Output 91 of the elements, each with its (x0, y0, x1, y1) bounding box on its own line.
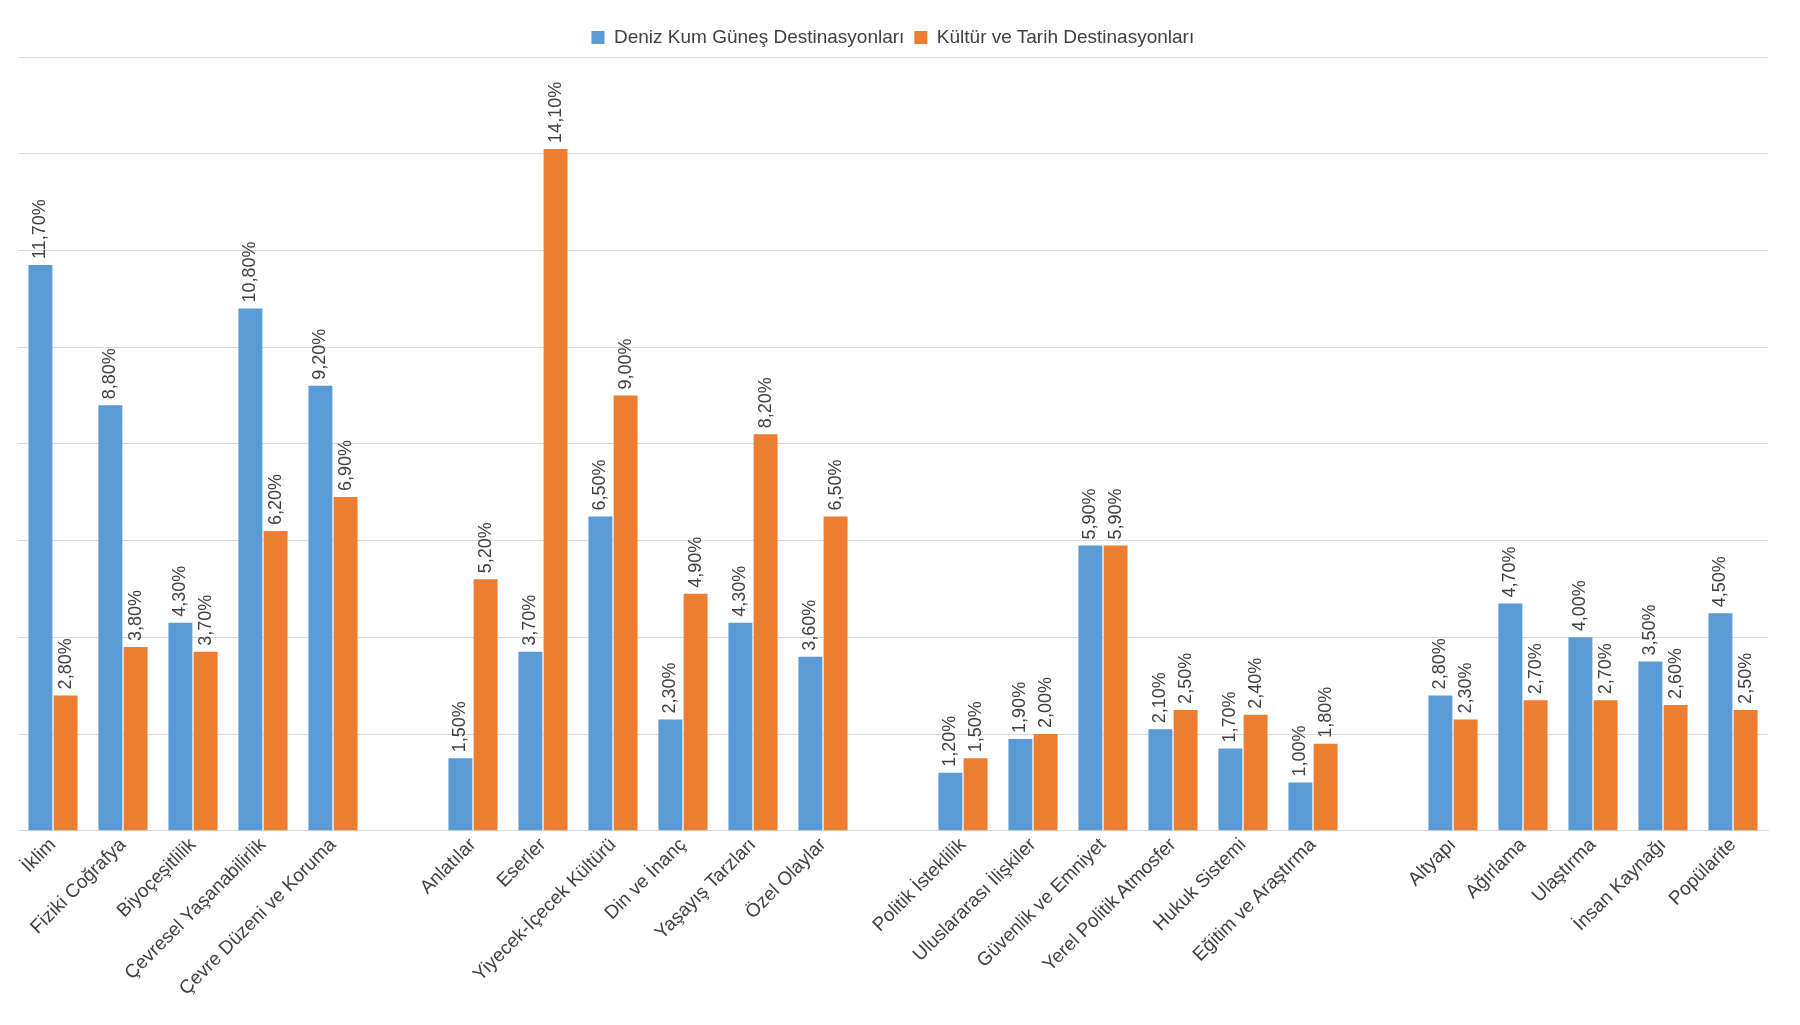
bar (1008, 738, 1033, 831)
bar (263, 530, 288, 831)
bar (938, 772, 963, 831)
bar (753, 434, 778, 831)
bar (1428, 695, 1453, 831)
data-label: 2,10% (1149, 672, 1170, 724)
bar (658, 719, 683, 831)
data-label: 2,70% (1524, 643, 1545, 695)
bar (1663, 705, 1688, 831)
bar (518, 651, 543, 831)
data-label: 3,80% (124, 589, 145, 642)
data-label: 1,50% (449, 701, 470, 753)
bar (588, 516, 613, 831)
data-label: 1,80% (1314, 686, 1335, 738)
data-label: 2,80% (54, 638, 75, 690)
bar (1148, 729, 1173, 831)
data-label: 1,50% (964, 701, 985, 753)
data-label: 4,50% (1709, 556, 1730, 608)
bar (308, 385, 333, 831)
data-label: 2,70% (1594, 643, 1615, 695)
bar (1103, 545, 1128, 831)
data-label: 1,90% (1009, 681, 1030, 733)
bar (798, 656, 823, 831)
bar (98, 405, 123, 831)
data-label: 1,00% (1289, 725, 1310, 777)
bar (1593, 700, 1618, 831)
bar (448, 758, 473, 831)
data-label: 2,60% (1664, 648, 1685, 700)
data-label: 2,00% (1034, 677, 1055, 729)
data-label: 4,00% (1569, 580, 1590, 632)
bar (1288, 782, 1313, 831)
bar (1218, 748, 1243, 831)
bar (1568, 637, 1593, 831)
bar (333, 497, 358, 831)
data-label: 4,90% (684, 536, 705, 588)
data-label: 2,50% (1734, 652, 1755, 704)
bar (543, 148, 568, 831)
bar (1033, 734, 1058, 831)
bar (963, 758, 988, 831)
bar (28, 264, 53, 831)
bar (683, 593, 708, 831)
bar (1638, 661, 1663, 831)
bar (1078, 545, 1103, 831)
data-label: 8,20% (754, 377, 775, 429)
data-label: 4,30% (169, 565, 190, 617)
bar (238, 308, 263, 831)
data-label: 1,20% (939, 715, 960, 767)
bar (1733, 709, 1758, 831)
data-label: 3,60% (799, 599, 820, 651)
data-label: 2,30% (659, 662, 680, 714)
bar (1523, 700, 1548, 831)
data-label: 6,50% (589, 459, 610, 511)
bar (1498, 603, 1523, 831)
bar (1173, 709, 1198, 831)
bar (1708, 613, 1733, 831)
bar (1243, 714, 1268, 831)
bar (123, 647, 148, 831)
data-label: 2,80% (1429, 638, 1450, 690)
data-label: 1,70% (1219, 691, 1240, 743)
data-label: 6,90% (334, 440, 355, 492)
bar (168, 622, 193, 831)
bar (193, 651, 218, 831)
data-label: 5,20% (474, 522, 495, 574)
bar (1453, 719, 1478, 831)
data-label: 4,30% (729, 565, 750, 617)
bar (1313, 743, 1338, 831)
data-label: 9,20% (309, 328, 330, 380)
data-label: 5,90% (1104, 488, 1125, 540)
bar (613, 395, 638, 831)
data-label: 8,80% (99, 348, 120, 400)
data-label: 14,10% (544, 81, 565, 143)
data-label: 6,20% (264, 473, 285, 525)
legend-label: Kültür ve Tarih Destinasyonları (936, 25, 1195, 47)
bar (728, 622, 753, 831)
data-label: 11,70% (29, 199, 50, 259)
data-label: 3,50% (1639, 604, 1660, 656)
bar (473, 579, 498, 831)
data-label: 2,50% (1174, 652, 1195, 704)
legend-label: Deniz Kum Güneş Destinasyonları (613, 25, 905, 47)
data-label: 5,90% (1079, 488, 1100, 540)
data-label: 10,80% (239, 241, 260, 303)
data-label: 9,00% (614, 338, 635, 390)
x-tick-label: İklim (17, 833, 60, 876)
data-label: 3,70% (194, 594, 215, 646)
data-label: 3,70% (519, 594, 540, 646)
data-label: 6,50% (824, 459, 845, 511)
data-label: 2,40% (1244, 657, 1265, 709)
bar (53, 695, 78, 831)
bar (823, 516, 848, 831)
data-label: 4,70% (1499, 546, 1520, 598)
data-label: 2,30% (1454, 662, 1475, 714)
